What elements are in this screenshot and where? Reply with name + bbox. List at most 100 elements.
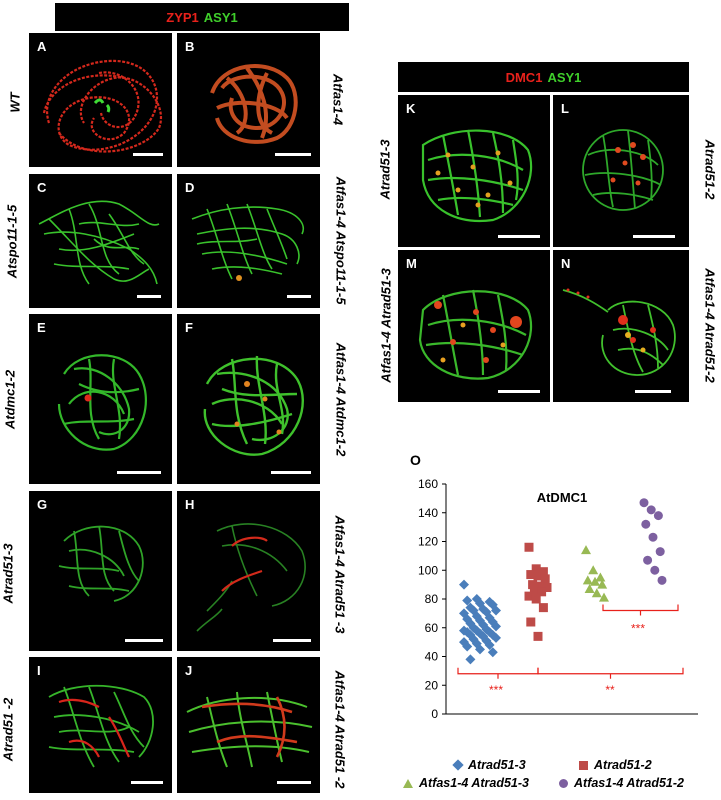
label-atrad3: Atrad51-3 xyxy=(0,543,16,604)
y-tick-label: 120 xyxy=(418,535,438,549)
micrograph-n xyxy=(562,288,676,376)
micrograph-i xyxy=(48,684,154,768)
panel-j: J xyxy=(177,657,320,793)
data-point-1 xyxy=(484,640,495,650)
sig-bracket-2-label: ** xyxy=(605,683,615,697)
panel-b: B xyxy=(177,33,320,167)
left-header: ZYP1 ASY1 xyxy=(55,3,349,31)
data-point-1 xyxy=(491,621,501,632)
label-atfas-atrad3: Atfas1-4 Atrad51 -3 xyxy=(332,515,348,634)
sig-bracket-3-label: *** xyxy=(631,622,645,636)
panel-label-g: G xyxy=(37,497,48,512)
data-point-2 xyxy=(526,617,536,627)
micrograph-h xyxy=(196,523,306,632)
legend-item-2: Atrad51-2 xyxy=(579,758,652,772)
scale-bar-l xyxy=(633,235,675,238)
data-point-1 xyxy=(468,605,479,616)
scale-bar-d xyxy=(287,295,311,298)
scale-bar-e xyxy=(117,471,161,474)
micrograph-e xyxy=(57,354,147,451)
data-point-1 xyxy=(487,647,498,658)
square-icon xyxy=(579,760,588,770)
label-atfas-atspo: Atfas1-4 Atspo11-1-5 xyxy=(333,176,349,305)
panel-i: I xyxy=(29,657,172,793)
micrograph-l xyxy=(582,129,664,211)
data-point-3 xyxy=(597,579,608,589)
micrograph-m xyxy=(418,289,533,380)
data-point-2 xyxy=(533,571,543,581)
label-wt: WT xyxy=(7,92,23,113)
data-point-4 xyxy=(655,547,665,557)
legend-item-3: Atfas1-4 Atrad51-3 xyxy=(403,776,529,790)
label-atfas-atrad2: Atfas1-4 Atrad51 -2 xyxy=(332,670,348,789)
data-point-1 xyxy=(491,605,501,616)
data-point-3 xyxy=(581,545,591,555)
data-point-1 xyxy=(484,612,495,623)
panel-label-f: F xyxy=(185,320,193,335)
data-point-4 xyxy=(646,505,656,515)
data-point-4 xyxy=(641,519,651,529)
data-point-1 xyxy=(459,579,469,590)
data-point-2 xyxy=(529,585,539,595)
scale-bar-i xyxy=(131,781,163,784)
micrograph-j xyxy=(186,691,313,768)
data-point-1 xyxy=(491,632,501,643)
data-point-2 xyxy=(538,567,548,577)
panel-c: C xyxy=(29,174,172,308)
data-point-1 xyxy=(462,614,473,625)
data-point-2 xyxy=(524,591,534,601)
y-tick-label: 40 xyxy=(425,650,439,664)
scale-bar-a xyxy=(133,153,163,156)
y-tick-label: 100 xyxy=(418,563,438,577)
scale-bar-k xyxy=(498,235,540,238)
data-point-1 xyxy=(465,654,476,665)
data-point-2 xyxy=(526,570,536,580)
micrograph-a xyxy=(42,59,162,153)
micrograph-g xyxy=(58,525,144,602)
data-point-2 xyxy=(542,583,552,592)
sig-bracket-2 xyxy=(537,667,684,675)
scale-bar-m xyxy=(498,390,540,393)
scale-bar-c xyxy=(137,295,161,298)
scale-bar-n xyxy=(635,390,671,393)
label-l-rad2: Atrad51-2 xyxy=(702,139,718,200)
panel-label-n: N xyxy=(561,256,571,271)
legend-item-4: Atfas1-4 Atrad51-2 xyxy=(559,776,684,790)
y-tick-label: 80 xyxy=(425,592,439,606)
panel-label-e: E xyxy=(37,320,46,335)
data-point-2 xyxy=(528,580,538,590)
legend-label-3: Atfas1-4 Atrad51-3 xyxy=(419,776,529,790)
label-atdmc: Atdmc1-2 xyxy=(2,369,18,430)
data-point-1 xyxy=(478,619,489,630)
scale-bar-h xyxy=(273,639,311,642)
zyp1-label: ZYP1 xyxy=(166,9,199,25)
sig-bracket-1-label: *** xyxy=(489,683,503,697)
data-point-4 xyxy=(650,565,660,575)
data-point-4 xyxy=(639,498,649,508)
data-point-3 xyxy=(590,576,600,586)
label-n-fas-rad2: Atfas1-4 Atrad51-2 xyxy=(702,268,718,383)
panel-m: M xyxy=(398,250,550,402)
data-point-4 xyxy=(657,575,667,585)
data-point-1 xyxy=(478,604,489,615)
asy1-label: ASY1 xyxy=(203,9,238,25)
y-tick-label: 60 xyxy=(425,621,439,635)
y-tick-label: 20 xyxy=(425,678,439,692)
data-point-3 xyxy=(582,575,593,585)
panel-label-j: J xyxy=(185,663,193,678)
scale-bar-f xyxy=(271,471,311,474)
panel-f: F xyxy=(177,314,320,484)
label-m-fas-rad3: Atfas1-4 Atrad51-3 xyxy=(378,268,394,383)
right-header: DMC1 ASY1 xyxy=(398,62,689,92)
panel-label-a: A xyxy=(37,39,47,54)
triangle-icon xyxy=(403,778,413,788)
micrograph-f xyxy=(203,355,304,456)
data-point-1 xyxy=(462,627,473,638)
data-point-2 xyxy=(531,564,541,574)
panel-n: N xyxy=(553,250,689,402)
panel-k: K xyxy=(398,95,550,247)
panel-e: E xyxy=(29,314,172,484)
data-point-2 xyxy=(535,581,545,591)
panel-label-c: C xyxy=(37,180,47,195)
